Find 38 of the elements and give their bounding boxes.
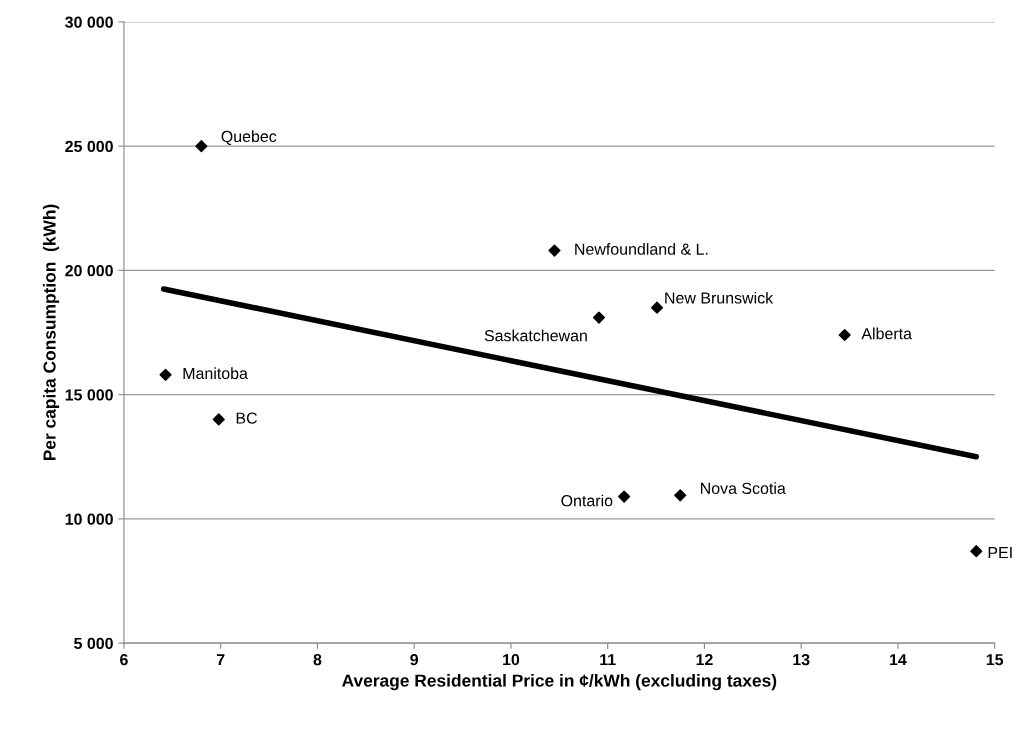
- x-axis-title: Average Residential Price in ¢/kWh (excluding taxes): [342, 673, 777, 691]
- x-tick-label: 6: [120, 653, 128, 666]
- x-tick-label: 15: [986, 654, 1004, 666]
- annotation: Ontario: [561, 494, 613, 507]
- annotation: Alberta: [861, 327, 912, 340]
- x-tick-label: 14: [890, 654, 907, 666]
- point: [592, 311, 606, 324]
- point: [618, 490, 631, 503]
- y-tick-label: 25 000: [65, 140, 113, 153]
- x-tick-label: 8: [313, 653, 322, 666]
- annotation: New Brunswick: [665, 291, 774, 304]
- x-tick-label: 13: [793, 653, 810, 666]
- point: [838, 328, 851, 342]
- x-tick-label: 9: [410, 653, 419, 666]
- point: [674, 489, 687, 502]
- y-tick-label: 10 000: [65, 513, 113, 525]
- point: [212, 413, 225, 426]
- x-tick-label: 10: [503, 653, 520, 666]
- y-tick-label: 20 000: [65, 265, 113, 277]
- annotation: Manitoba: [183, 367, 248, 380]
- annotation: PEI: [988, 547, 1012, 559]
- annotation: BC: [236, 412, 258, 424]
- annotation: Quebec: [221, 130, 277, 145]
- point: [650, 301, 664, 314]
- annotation: Newfoundland & L.: [575, 243, 708, 255]
- point: [159, 368, 172, 381]
- annotation: Saskatchewan: [484, 329, 587, 342]
- point: [548, 244, 561, 257]
- point: [970, 545, 983, 558]
- point: [195, 140, 208, 153]
- y-tick-label: 30 000: [65, 16, 113, 28]
- x-tick-label: 7: [216, 654, 225, 666]
- annotation: Nova Scotia: [700, 482, 786, 495]
- y-axis-title: Per capita Consumption (kWh): [42, 204, 60, 461]
- y-tick-label: 15 000: [65, 389, 113, 401]
- y-tick-label: 5 000: [74, 637, 113, 650]
- x-tick-label: 11: [600, 654, 616, 666]
- x-tick-label: 12: [696, 653, 713, 666]
